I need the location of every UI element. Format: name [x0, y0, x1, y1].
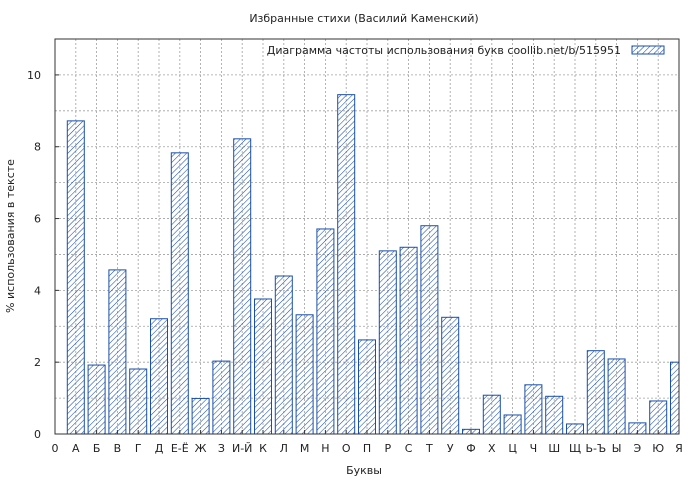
bar-С	[399, 246, 418, 435]
y-tick-label: 0	[34, 428, 41, 441]
x-tick-label: Ы	[612, 442, 622, 455]
bar-Ь-Ъ	[586, 350, 605, 435]
x-tick-label: Б	[93, 442, 101, 455]
x-tick-label: Н	[321, 442, 329, 455]
chart-title: Избранные стихи (Василий Каменский)	[249, 12, 478, 25]
x-tick-label: П	[363, 442, 371, 455]
bar-К	[254, 298, 272, 435]
x-tick-label: Щ	[569, 442, 581, 455]
x-tick-label: Л	[280, 442, 288, 455]
y-tick-label: 6	[34, 213, 41, 226]
y-tick-label: 2	[34, 356, 41, 369]
bar-Н	[316, 228, 335, 435]
bar-Б	[87, 364, 106, 435]
bar-Е-Ё	[170, 152, 189, 435]
x-tick-label: Т	[425, 442, 433, 455]
bar-Л	[274, 275, 293, 435]
x-tick-label: 0	[52, 442, 59, 455]
bar-Р	[378, 250, 397, 435]
x-tick-label: Ф	[466, 442, 475, 455]
x-tick-label: Ж	[195, 442, 207, 455]
bar-В	[108, 269, 127, 435]
x-tick-label: Х	[488, 442, 496, 455]
x-tick-label: О	[342, 442, 351, 455]
x-tick-label: У	[447, 442, 454, 455]
bar-Х	[482, 394, 501, 435]
x-tick-label: Э	[634, 442, 642, 455]
bar-Т	[420, 225, 439, 435]
x-tick-label: Я	[675, 442, 683, 455]
y-tick-label: 8	[34, 141, 41, 154]
x-tick-label: К	[259, 442, 267, 455]
bar-М	[295, 314, 314, 435]
x-tick-label: В	[114, 442, 122, 455]
bar-Ы	[607, 358, 626, 435]
legend-label: Диаграмма частоты использования букв coo…	[267, 44, 621, 57]
x-tick-label: С	[405, 442, 413, 455]
x-tick-label: Г	[135, 442, 142, 455]
bar-Ю	[649, 400, 668, 435]
bar-И-Й	[233, 138, 252, 435]
x-tick-label: Ю	[652, 442, 664, 455]
y-axis-ticks: 0 2 4 6 8 10	[27, 69, 59, 441]
legend-swatch	[631, 45, 665, 55]
x-tick-label: Д	[155, 442, 164, 455]
x-axis-ticks: 0 А Б В Г Д Е-Ё Ж З И-Й К Л М Н О П Р С Т У Ф Х Ц Ч Ш Щ Ь-Ъ Ы Э Ю Я	[52, 430, 683, 455]
bar-Д	[150, 318, 168, 435]
x-tick-label: Ш	[548, 442, 560, 455]
legend: Диаграмма частоты использования букв coo…	[267, 44, 665, 57]
x-tick-label: М	[300, 442, 310, 455]
y-tick-label: 10	[27, 69, 41, 82]
bar-Г	[129, 368, 148, 435]
bars	[66, 94, 680, 435]
bar-З	[212, 360, 231, 435]
bar-А	[66, 120, 85, 435]
bar-У	[441, 316, 460, 435]
x-tick-label: Ц	[508, 442, 517, 455]
x-tick-label: Р	[384, 442, 391, 455]
x-tick-label: А	[72, 442, 80, 455]
x-tick-label: Е-Ё	[171, 442, 189, 455]
x-tick-label: Ь-Ъ	[585, 442, 606, 455]
bar-Я	[670, 361, 680, 435]
bar-Ж	[191, 397, 210, 435]
bar-О	[337, 94, 356, 435]
x-tick-label: И-Й	[232, 442, 252, 455]
bar-П	[358, 339, 376, 435]
bar-Ш	[545, 395, 564, 435]
x-tick-label: З	[218, 442, 225, 455]
y-tick-label: 4	[34, 284, 41, 297]
x-tick-label: Ч	[530, 442, 538, 455]
bar-Ч	[524, 384, 543, 435]
x-axis-label: Буквы	[346, 464, 382, 477]
y-axis-label: % использования в тексте	[4, 159, 17, 313]
